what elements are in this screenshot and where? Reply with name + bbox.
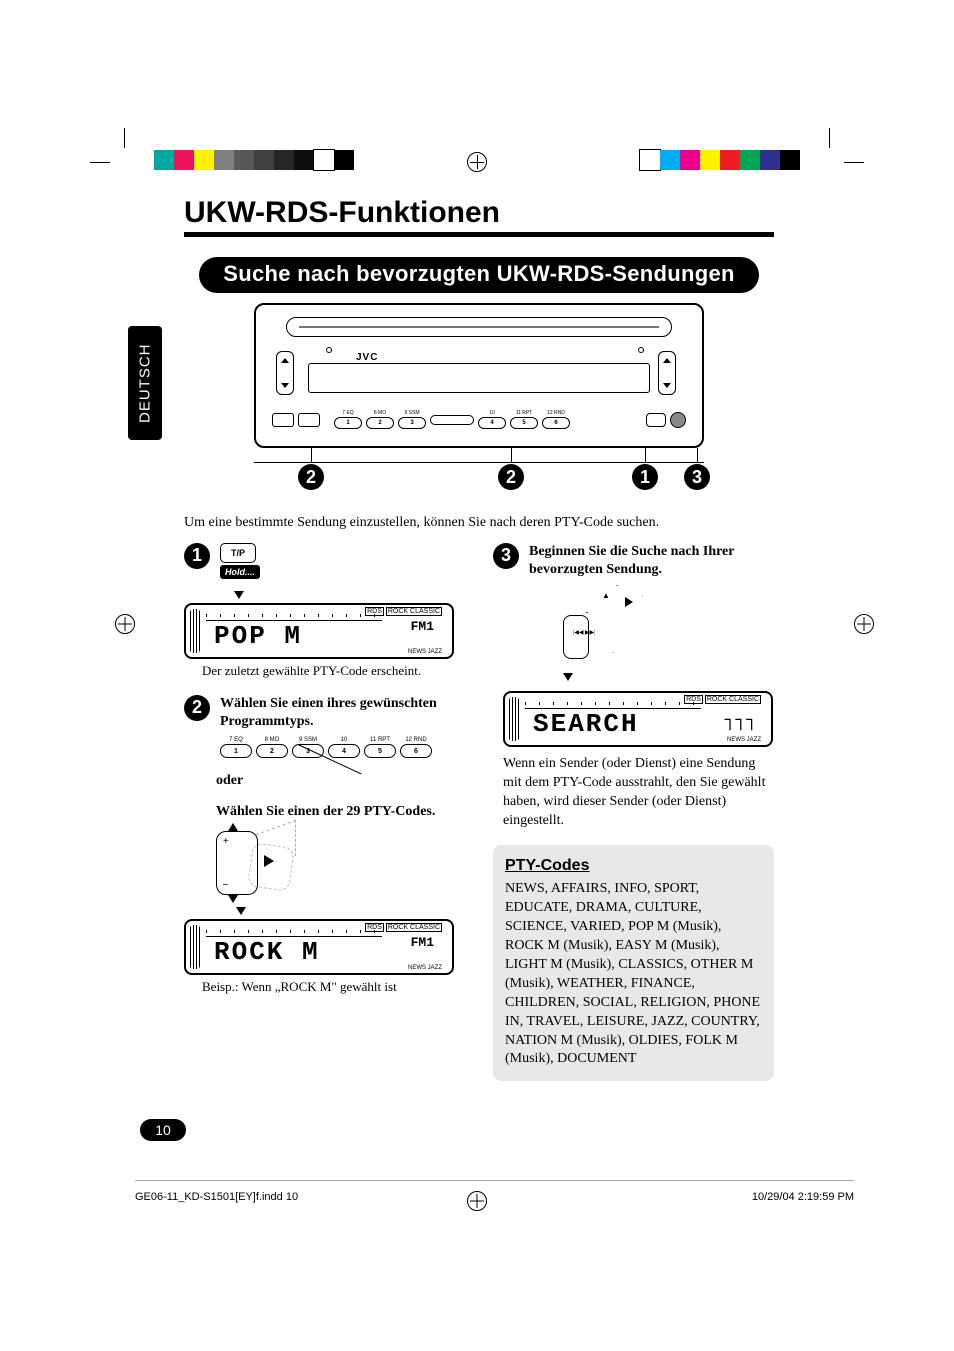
registration-mark-right-icon xyxy=(854,614,874,634)
step2-caption: Beisp.: Wenn „ROCK M" gewählt ist xyxy=(202,979,465,995)
preset-button: 3 xyxy=(398,417,426,429)
footer-filename: GE06-11_KD-S1501[EY]f.indd 10 xyxy=(135,1191,298,1203)
title-rule xyxy=(184,232,774,237)
lcd-display-popm: RDSROCK CLASSIC POP M FM1 NEWS JAZZ xyxy=(184,603,454,659)
lcd-display-icon xyxy=(308,363,650,393)
footer-timestamp: 10/29/04 2:19:59 PM xyxy=(752,1191,854,1203)
intro-text: Um eine bestimmte Sendung einzustellen, … xyxy=(184,514,774,533)
tp-button-icon xyxy=(646,413,666,427)
step-markers-row: 2 2 1 3 xyxy=(254,464,704,494)
seek-rocker-icon xyxy=(658,351,676,395)
pty-codes-body: NEWS, AFFAIRS, INFO, SPORT, EDUCATE, DRA… xyxy=(505,880,762,1069)
pill-button-icon xyxy=(430,415,474,425)
registration-mark-bottom-icon xyxy=(467,1191,487,1211)
section-heading-text: Suche nach bevorzugten UKW-RDS-Sendungen xyxy=(223,261,734,286)
cd-slot-icon xyxy=(286,317,672,337)
tp-button-graphic: T/P xyxy=(220,543,256,563)
display-text: POP M xyxy=(214,621,302,651)
step-marker-1: 1 xyxy=(632,464,658,490)
lcd-display-search: RDSROCK CLASSIC SEARCH ┐┐┐ NEWS JAZZ xyxy=(503,691,773,747)
or-label: oder xyxy=(216,773,465,789)
display-band: FM1 xyxy=(411,619,434,634)
step3-instruction: Beginnen Sie die Suche nach Ihrer bevorz… xyxy=(529,543,774,579)
preset-button: 6 xyxy=(542,417,570,429)
step1-caption: Der zuletzt gewählte PTY-Code erscheint. xyxy=(202,663,465,679)
step2-instruction: Wählen Sie einen ihres gewünschten Progr… xyxy=(220,695,465,731)
crop-marks-top xyxy=(100,138,854,182)
step-marker-3: 3 xyxy=(684,464,710,490)
step-marker-2: 2 xyxy=(298,464,324,490)
pty-codes-box: PTY-Codes NEWS, AFFAIRS, INFO, SPORT, ED… xyxy=(493,845,774,1082)
arrow-down-icon xyxy=(563,673,573,681)
footer-rule xyxy=(135,1180,854,1181)
step-marker-2: 2 xyxy=(498,464,524,490)
jvc-logo: JVC xyxy=(356,352,378,363)
registration-mark-left-icon xyxy=(115,614,135,634)
arrow-down-icon xyxy=(234,591,244,599)
volume-rocker-icon xyxy=(276,351,294,395)
seek-rocker-diagram: ▲ |◀◀ ▶▶| xyxy=(539,585,659,669)
car-radio-diagram: JVC 7 EQ1 8 MO2 9 SSM3 104 11 RPT5 12 RN… xyxy=(254,303,704,448)
arrow-down-icon xyxy=(236,907,246,915)
preset-button: 1 xyxy=(334,417,362,429)
step2b-instruction: Wählen Sie einen der 29 PTY-Codes. xyxy=(216,803,465,821)
display-band: FM1 xyxy=(411,935,434,950)
step-number-1: 1 xyxy=(184,543,210,569)
hold-label: Hold.... xyxy=(220,565,260,579)
small-button-icon xyxy=(298,413,320,427)
preset-button: 4 xyxy=(478,417,506,429)
language-tab: DEUTSCH xyxy=(128,326,162,440)
display-button-icon xyxy=(670,412,686,428)
section-heading-pill: Suche nach bevorzugten UKW-RDS-Sendungen xyxy=(199,257,759,293)
preset-buttons-diagram: 7 EQ1 8 MO2 9 SSM3 104 11 RPT5 12 RND6 xyxy=(220,737,465,758)
preset-button: 2 xyxy=(366,417,394,429)
registration-mark-icon xyxy=(467,152,487,172)
display-text: ROCK M xyxy=(214,937,320,967)
preset-button: 5 xyxy=(510,417,538,429)
lcd-display-rockm: RDSROCK CLASSIC ROCK M FM1 NEWS JAZZ xyxy=(184,919,454,975)
step-number-3: 3 xyxy=(493,543,519,569)
rocker-press-diagram xyxy=(216,827,302,899)
page-number: 10 xyxy=(140,1119,186,1141)
step-number-2: 2 xyxy=(184,695,210,721)
page-title: UKW-RDS-Funktionen xyxy=(184,196,774,230)
pty-codes-title: PTY-Codes xyxy=(505,855,762,877)
step3-note: Wenn ein Sender (oder Dienst) eine Sendu… xyxy=(503,755,774,831)
small-button-icon xyxy=(272,413,294,427)
display-text: SEARCH xyxy=(533,709,639,739)
